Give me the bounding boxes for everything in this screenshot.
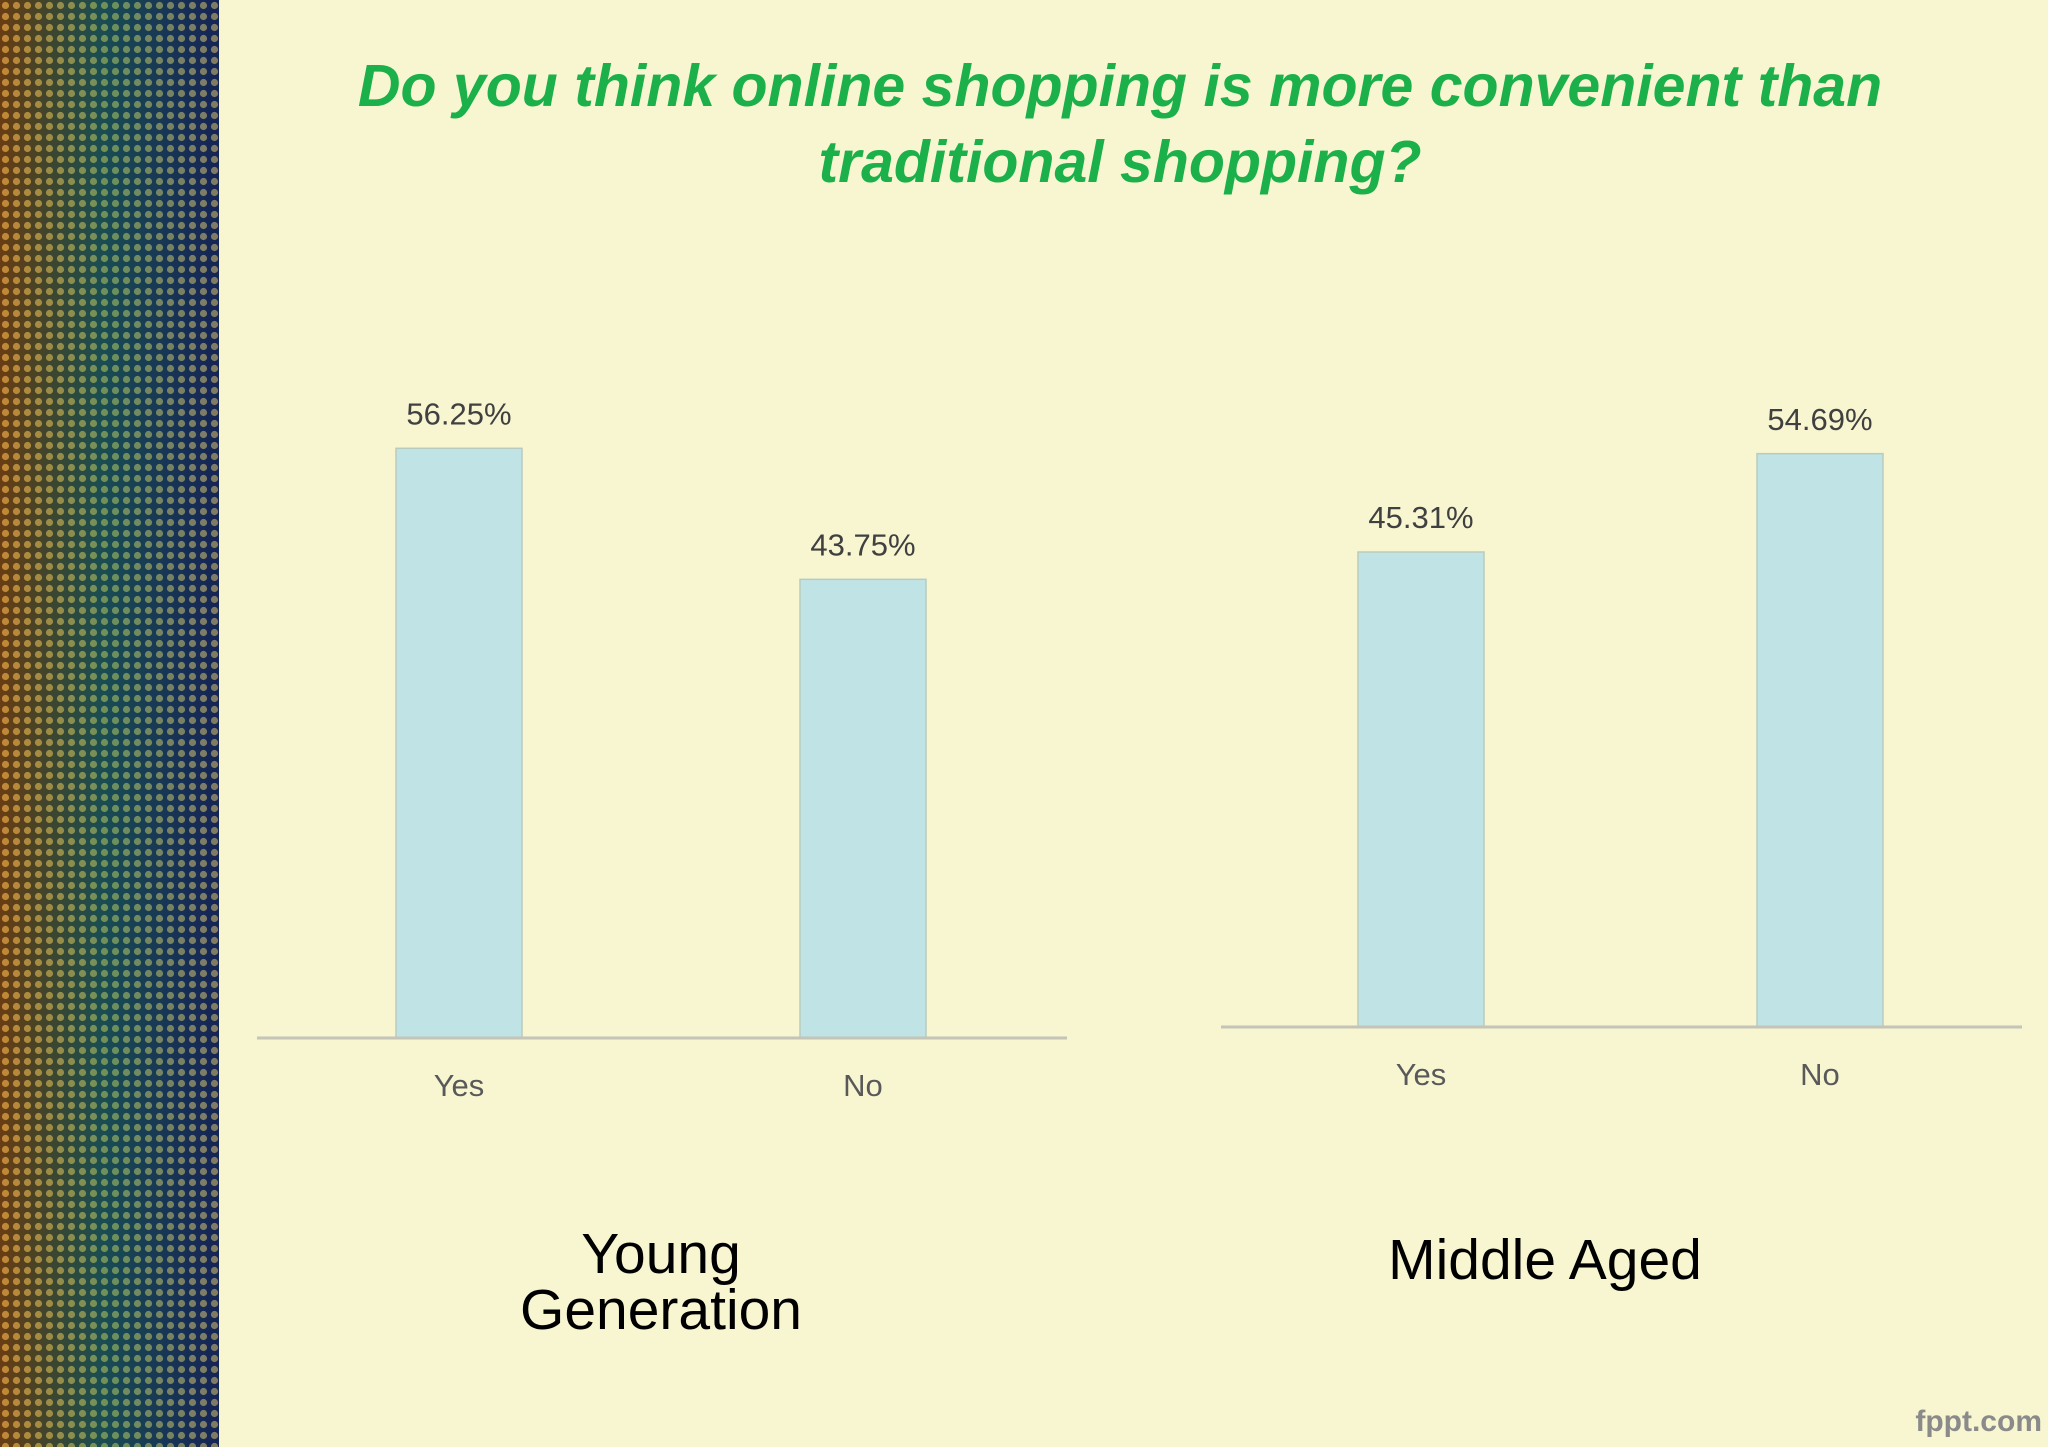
- value-label: 56.25%: [406, 397, 511, 432]
- decor-tint: [0, 0, 219, 1447]
- x-tick-label: No: [843, 1068, 883, 1103]
- bar: [1357, 551, 1485, 1028]
- value-label: 54.69%: [1767, 402, 1872, 437]
- slide-title: Do you think online shopping is more con…: [357, 53, 1883, 195]
- bar: [799, 578, 927, 1039]
- x-tick-label: Yes: [1396, 1057, 1447, 1092]
- watermark: fppt.com: [1915, 1405, 2042, 1438]
- chart-caption: Young Generation: [519, 1222, 803, 1342]
- chart-caption: Middle Aged: [1388, 1228, 1702, 1292]
- bar: [1756, 452, 1884, 1028]
- x-tick-label: No: [1800, 1057, 1840, 1092]
- value-label: 43.75%: [810, 528, 915, 563]
- x-tick-label: Yes: [434, 1068, 485, 1103]
- value-label: 45.31%: [1368, 500, 1473, 535]
- bar: [395, 447, 523, 1039]
